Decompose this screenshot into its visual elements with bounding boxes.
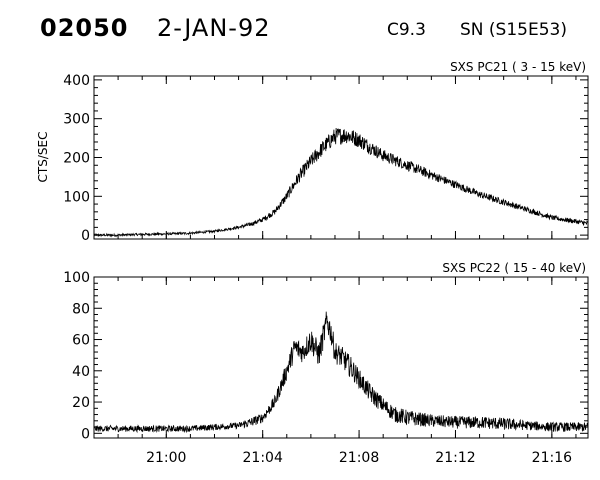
y-tick-label: 200 [63,151,90,167]
y-tick-label: 100 [63,189,90,205]
y-tick-label: 300 [63,112,90,128]
x-tick-label: 21:12 [435,450,475,466]
y-tick-label: 0 [81,228,90,244]
y-tick-label: 40 [72,364,90,380]
x-tick-label: 21:04 [243,450,283,466]
pc21-lightcurve [93,127,588,238]
panel-pc21-frame [93,75,589,240]
pc22-lightcurve [93,311,589,434]
event-date: 2-JAN-92 [157,14,271,42]
flare-location: SN (S15E53) [460,20,567,40]
y-tick-label: 400 [63,73,90,89]
y-axis-label: CTS/SEC [36,132,50,183]
panel-pc22-title: SXS PC22 ( 15 - 40 keV) [442,261,586,275]
panel-pc22: SXS PC22 ( 15 - 40 keV) 0 20 40 60 80 100 21:… [63,261,589,466]
x-tick-label: 21:16 [532,450,572,466]
y-tick-label: 60 [72,333,90,349]
event-id: 02050 [40,14,129,42]
panel-pc21: SXS PC21 ( 3 - 15 keV) CTS/SEC 0 100 200 30… [36,60,589,244]
panel-pc21-title: SXS PC21 ( 3 - 15 keV) [450,60,586,74]
y-tick-label: 20 [72,395,90,411]
x-tick-label: 21:00 [146,450,186,466]
y-tick-label: 100 [63,270,90,286]
flare-class: C9.3 [387,20,426,40]
x-tick-label: 21:08 [339,450,379,466]
y-tick-label: 80 [72,301,90,317]
panel-pc22-frame [93,276,589,439]
y-tick-label: 0 [81,426,90,442]
